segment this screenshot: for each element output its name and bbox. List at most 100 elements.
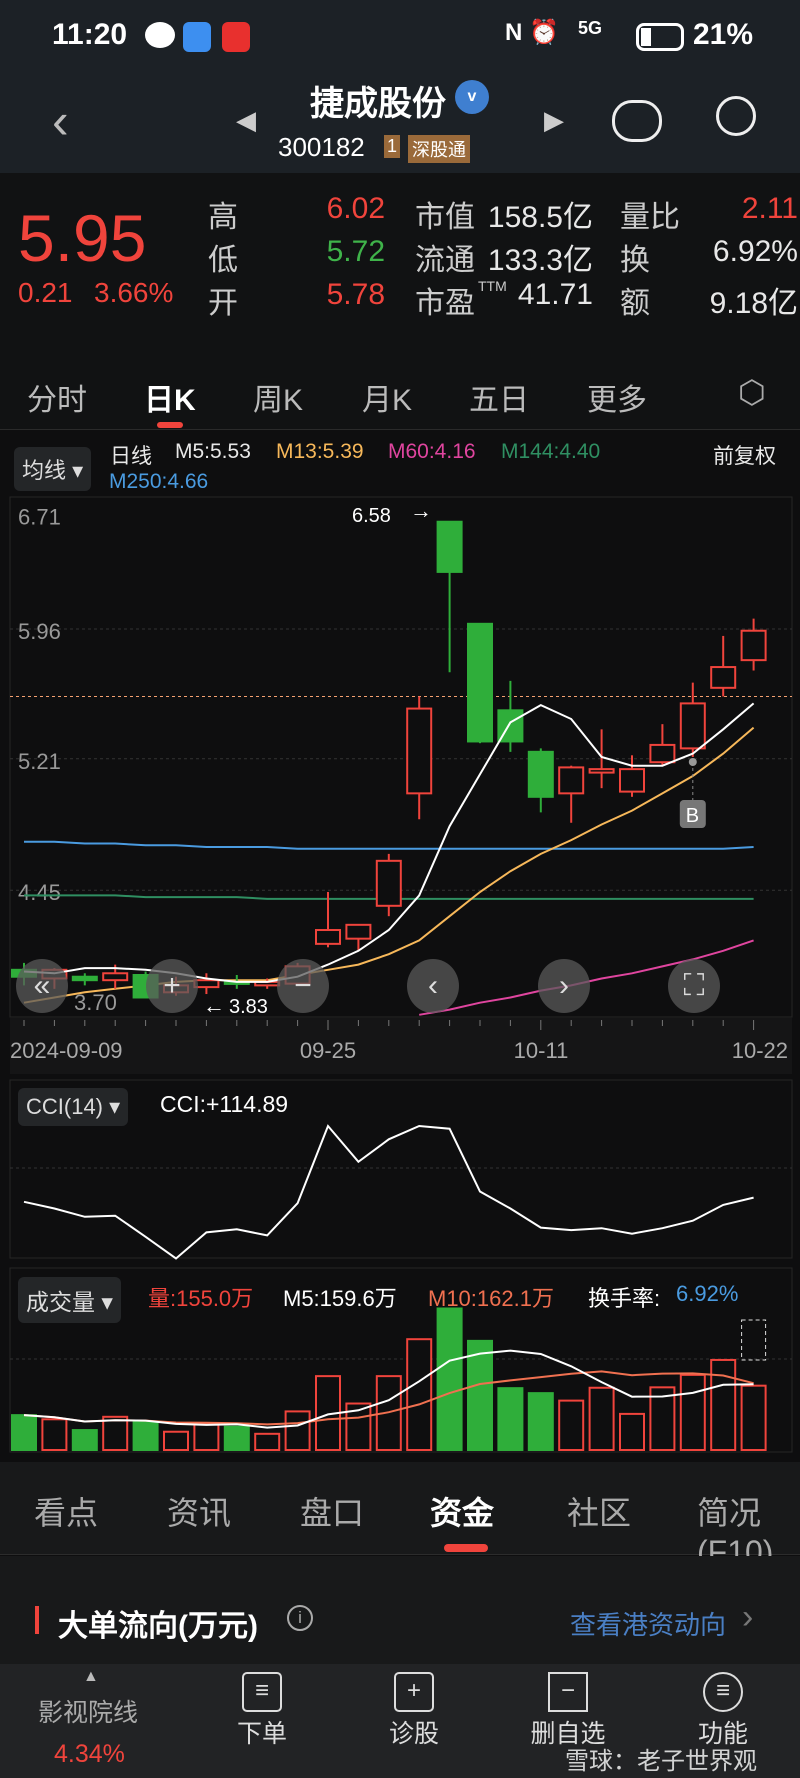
volume-bar <box>41 1418 68 1452</box>
volume-selector-label: 成交量 <box>26 1289 95 1315</box>
quote-value: 5.72 <box>326 235 385 268</box>
y-tick-label: 5.96 <box>18 619 61 644</box>
quote-panel <box>0 173 800 345</box>
bottom-tab-indicator <box>444 1544 488 1552</box>
remove-watchlist-icon[interactable]: − <box>548 1672 588 1712</box>
arrow-right-icon: → <box>410 498 432 523</box>
price-chart-frame <box>9 496 793 1018</box>
nav-order[interactable]: 下单 <box>236 1720 287 1748</box>
volume-bar <box>497 1387 524 1452</box>
zoom-out-button[interactable]: − <box>277 959 329 1013</box>
candle <box>436 520 463 673</box>
tab-0[interactable]: 分时 <box>27 384 87 417</box>
volume-bar <box>132 1420 159 1452</box>
volume-bar <box>11 1414 37 1452</box>
pan-left-button[interactable]: ‹ <box>407 959 459 1013</box>
volume-selector[interactable]: 成交量 ▾ <box>18 1277 121 1323</box>
volume-bar <box>619 1412 645 1452</box>
market-badge: 1 <box>384 135 401 158</box>
next-stock-icon[interactable]: ▶ <box>544 105 564 135</box>
volume-bar <box>649 1386 676 1451</box>
candle-body <box>588 768 615 774</box>
adjust-mode-button[interactable]: 前复权 <box>713 445 776 468</box>
bottom-tab-4[interactable]: 社区 <box>567 1495 632 1531</box>
quote-value: 2.11 <box>741 192 798 225</box>
high-annotation: 6.58 <box>352 505 391 527</box>
back-icon[interactable]: ‹ <box>52 93 69 149</box>
scroll-start-button[interactable]: « <box>16 959 68 1013</box>
candle <box>315 891 341 948</box>
tab-2[interactable]: 周K <box>253 384 304 417</box>
active-tab-indicator <box>157 422 183 428</box>
quote-value: 6.92% <box>712 235 798 268</box>
bottom-tab-0[interactable]: 看点 <box>34 1495 99 1531</box>
bottom-tab-3[interactable]: 资金 <box>430 1495 495 1531</box>
turnover-value: 6.92% <box>676 1281 739 1306</box>
fullscreen-button[interactable]: ⛶ <box>668 959 720 1013</box>
cci-selector[interactable]: CCI(14) ▾ <box>18 1088 129 1126</box>
candle <box>558 765 585 823</box>
arrow-left-icon: ← <box>203 993 225 1018</box>
volume-bar <box>588 1386 615 1451</box>
zoom-in-button[interactable]: + <box>146 959 198 1013</box>
settings-hex-icon[interactable]: ⬡ <box>738 374 766 410</box>
candle <box>649 724 676 766</box>
bottom-tab-2[interactable]: 盘口 <box>300 1495 365 1531</box>
pan-right-button[interactable]: › <box>538 959 590 1013</box>
indicator-selector[interactable]: 均线 ▾ <box>14 447 92 491</box>
quote-value: 158.5亿 <box>487 201 593 234</box>
chat-notification-icon <box>145 22 175 48</box>
candle-body <box>710 666 737 689</box>
robot-assistant-icon[interactable] <box>612 100 662 142</box>
info-icon[interactable]: i <box>287 1605 313 1631</box>
quote-value: 5.78 <box>326 278 385 311</box>
buy-marker-label: B <box>686 805 699 827</box>
candle <box>679 682 706 758</box>
chevron-right-icon[interactable]: › <box>742 1598 754 1636</box>
nav-remove-watchlist[interactable]: 删自选 <box>530 1720 606 1748</box>
candle-body <box>649 743 676 764</box>
candle <box>497 680 524 752</box>
tab-1[interactable]: 日K <box>144 384 196 417</box>
quote-label: 额 <box>620 287 650 320</box>
candle <box>588 729 615 789</box>
search-icon[interactable] <box>716 96 756 136</box>
section-title: 大单流向(万元) <box>58 1610 258 1643</box>
candle <box>710 635 737 697</box>
volume-bar <box>71 1429 98 1451</box>
candle-body <box>467 622 493 743</box>
ttm-label: TTM <box>478 278 507 294</box>
nav-diagnose[interactable]: 诊股 <box>388 1720 439 1748</box>
ma5-label: M5:5.53 <box>175 440 251 463</box>
y-tick-label: 4.45 <box>18 880 61 905</box>
sector-change: 4.34% <box>54 1740 125 1768</box>
volume-bar <box>527 1392 554 1452</box>
quote-label: 量比 <box>620 201 680 234</box>
hk-fund-link[interactable]: 查看港资动向 <box>570 1610 727 1640</box>
battery-percent: 21% <box>693 18 754 51</box>
nav-functions[interactable]: 功能 <box>697 1720 748 1748</box>
sector-name[interactable]: 影视院线 <box>38 1699 139 1727</box>
tab-4[interactable]: 五日 <box>469 384 529 417</box>
quote-label: 流通 <box>415 244 475 277</box>
buy-marker-badge[interactable] <box>679 800 706 828</box>
candle-body <box>193 979 220 989</box>
volume-m5-line <box>23 1349 754 1429</box>
triangle-up-icon: ▲ <box>83 1668 99 1685</box>
menu-icon[interactable]: ≡ <box>703 1672 743 1712</box>
prev-stock-icon[interactable]: ◀ <box>236 105 256 135</box>
nfc-alarm-icons: N ⏰ <box>505 19 559 46</box>
signal-icon: 5G <box>578 18 603 38</box>
bottom-tab-1[interactable]: 资讯 <box>167 1495 232 1531</box>
ma60-label: M60:4.16 <box>388 440 476 463</box>
candle-body <box>375 859 402 907</box>
stock-connect-badge: 深股通 <box>408 135 470 163</box>
cci-panel <box>9 1079 793 1259</box>
quote-value: 6.02 <box>326 192 385 225</box>
tab-5[interactable]: 更多 <box>587 384 647 417</box>
diagnose-icon[interactable]: + <box>394 1672 434 1712</box>
volume-bar <box>467 1339 493 1451</box>
order-icon[interactable]: ≡ <box>242 1672 282 1712</box>
tab-3[interactable]: 月K <box>362 384 413 417</box>
